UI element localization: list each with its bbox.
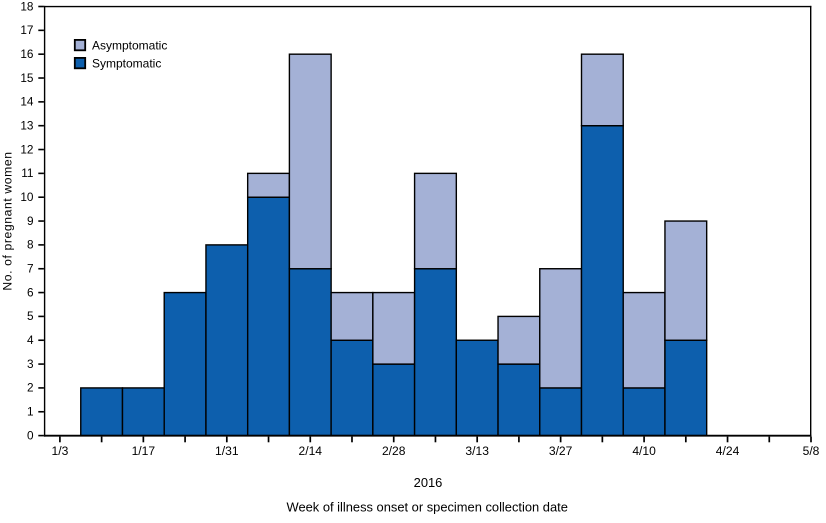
svg-text:5/8: 5/8 [803,444,820,458]
svg-text:1/31: 1/31 [215,444,239,458]
svg-text:10: 10 [20,190,34,204]
svg-text:17: 17 [20,23,33,37]
svg-text:15: 15 [20,71,34,85]
svg-text:1/3: 1/3 [51,444,68,458]
svg-text:11: 11 [21,166,33,180]
svg-text:3: 3 [27,357,34,371]
svg-text:Symptomatic: Symptomatic [92,56,161,70]
svg-text:9: 9 [27,214,34,228]
svg-text:3/27: 3/27 [549,444,573,458]
svg-text:2: 2 [27,381,34,395]
svg-text:8: 8 [27,238,34,252]
svg-text:Asymptomatic: Asymptomatic [92,38,167,52]
svg-text:7: 7 [27,262,34,276]
svg-text:16: 16 [20,47,34,61]
svg-text:1/17: 1/17 [132,444,156,458]
svg-text:14: 14 [20,95,34,109]
svg-text:4/10: 4/10 [632,444,656,458]
svg-text:5: 5 [27,309,34,323]
svg-text:4/24: 4/24 [716,444,740,458]
svg-text:Week of illness onset or speci: Week of illness onset or specimen collec… [287,499,568,514]
svg-text:4: 4 [27,333,34,347]
svg-text:0: 0 [27,428,34,442]
svg-text:2/28: 2/28 [382,444,406,458]
svg-text:18: 18 [20,0,34,13]
svg-text:1: 1 [27,405,34,419]
svg-text:No. of pregnant women: No. of pregnant women [1,151,15,290]
svg-text:2016: 2016 [414,475,443,490]
svg-text:3/13: 3/13 [465,444,489,458]
svg-text:12: 12 [20,142,33,156]
svg-text:13: 13 [20,118,34,132]
svg-text:2/14: 2/14 [298,444,322,458]
svg-text:6: 6 [27,285,34,299]
